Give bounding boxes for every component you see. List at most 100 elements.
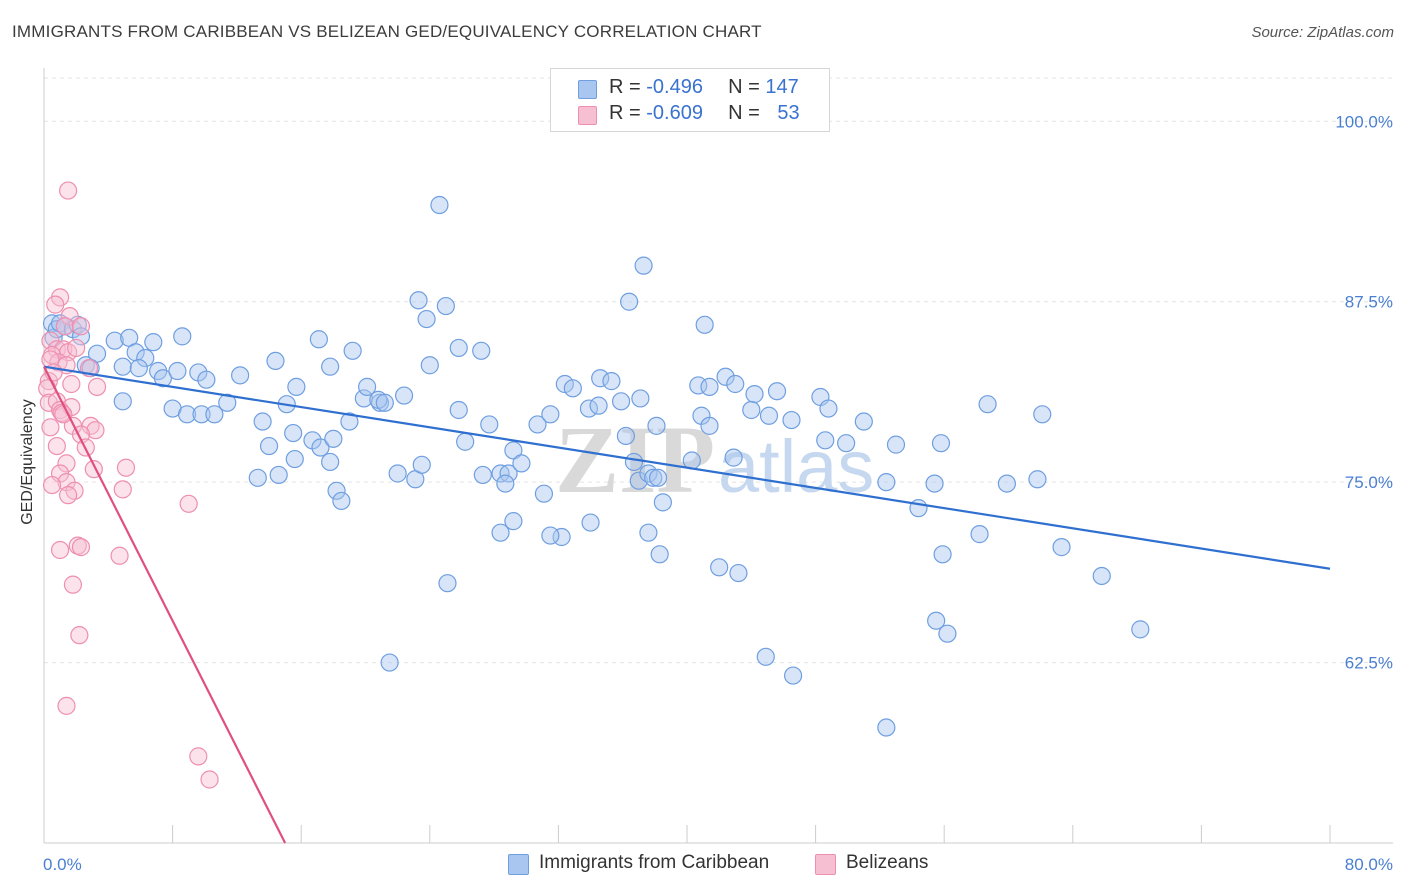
data-point-caribbean [71, 327, 91, 346]
data-point-caribbean [978, 395, 997, 414]
data-point-caribbean [438, 574, 457, 593]
data-point-caribbean [417, 309, 436, 329]
data-point-caribbean [695, 315, 714, 334]
data-point-belizean [42, 475, 62, 495]
data-point-caribbean [647, 416, 666, 435]
data-point-belizean [116, 458, 136, 477]
data-point-caribbean [388, 464, 407, 483]
data-point-caribbean [1052, 538, 1071, 557]
data-point-caribbean [173, 327, 192, 346]
data-point-caribbean [534, 484, 554, 503]
data-point-caribbean [639, 523, 658, 542]
data-point-caribbean [192, 405, 211, 424]
data-point-caribbean [370, 393, 390, 412]
belizean-swatch [815, 854, 836, 875]
data-point-caribbean [745, 385, 764, 404]
data-point-caribbean [420, 356, 439, 375]
data-point-belizean [67, 338, 86, 358]
data-point-caribbean [700, 416, 719, 435]
data-point-caribbean [456, 432, 475, 451]
data-point-caribbean [449, 400, 468, 420]
data-point-caribbean [248, 468, 267, 487]
r-label: R = [609, 76, 647, 98]
data-point-caribbean [321, 452, 340, 472]
data-point-caribbean [197, 370, 216, 389]
data-point-caribbean [616, 426, 636, 446]
data-point-belizean [87, 377, 107, 396]
data-point-caribbean [358, 377, 377, 396]
data-point-caribbean [412, 455, 431, 474]
n-value: 53 [777, 102, 800, 124]
data-point-caribbean [153, 369, 173, 388]
data-point-caribbean [269, 465, 288, 485]
data-point-belizean [55, 317, 74, 336]
data-point-caribbean [528, 415, 547, 434]
data-point-caribbean [710, 558, 729, 577]
n-label: N = [728, 102, 766, 124]
data-point-belizean [47, 436, 66, 456]
data-point-belizean [59, 486, 78, 505]
data-point-caribbean [1028, 470, 1047, 489]
caribbean-swatch [508, 854, 529, 875]
data-point-caribbean [496, 474, 515, 493]
data-point-caribbean [756, 647, 775, 666]
data-point-caribbean [284, 423, 303, 443]
data-point-caribbean [343, 341, 362, 360]
trend-lines [43, 365, 1331, 844]
data-point-caribbean [611, 392, 631, 411]
data-point-caribbean [266, 351, 285, 371]
data-point-caribbean [931, 434, 951, 453]
data-point-caribbean [541, 526, 560, 545]
data-point-caribbean [473, 465, 492, 485]
data-point-belizean [50, 540, 70, 560]
data-point-caribbean [644, 468, 663, 487]
data-point-caribbean [480, 415, 499, 434]
data-point-belizean [71, 538, 91, 557]
data-point-caribbean [759, 406, 779, 425]
r-value: -0.609 [646, 102, 703, 124]
data-point-caribbean [309, 330, 328, 349]
data-point-belizean [59, 181, 78, 200]
n-label: N = [728, 76, 766, 98]
data-point-caribbean [512, 454, 531, 473]
data-point-caribbean [837, 434, 856, 453]
data-point-caribbean [742, 400, 761, 420]
data-point-caribbean [287, 377, 306, 396]
data-point-caribbean [105, 331, 124, 350]
data-point-belizean [60, 307, 79, 326]
data-point-caribbean [650, 545, 669, 564]
data-point-caribbean [311, 438, 330, 457]
data-point-caribbean [430, 195, 449, 215]
caribbean-points [42, 195, 1150, 737]
data-point-caribbean [629, 471, 648, 490]
data-point-belizean [70, 626, 89, 645]
data-point-belizean [62, 374, 81, 394]
data-point-caribbean [648, 468, 668, 487]
data-point-belizean [71, 317, 91, 336]
data-point-caribbean [327, 481, 346, 500]
data-point-caribbean [168, 361, 187, 381]
stats-row-belizean: R = -0.609 N = 53 [551, 102, 829, 126]
data-point-caribbean [700, 377, 719, 396]
y-tick-label: 100.0% [1335, 112, 1393, 131]
data-point-caribbean [620, 292, 639, 311]
trend-line-belizean [43, 366, 287, 844]
data-point-caribbean [970, 525, 989, 544]
data-point-caribbean [653, 493, 672, 512]
data-point-caribbean [938, 624, 957, 643]
data-point-belizean [47, 340, 66, 359]
data-point-caribbean [113, 392, 132, 411]
legend-label: Immigrants from Caribbean [539, 852, 770, 873]
data-point-caribbean [729, 563, 748, 583]
y-tick-label: 75.0% [1345, 473, 1393, 492]
belizean-swatch [578, 106, 597, 125]
data-point-belizean [46, 295, 65, 314]
data-point-caribbean [332, 491, 351, 511]
data-point-caribbean [724, 448, 743, 467]
data-point-caribbean [449, 338, 468, 358]
data-point-caribbean [113, 357, 132, 376]
data-point-caribbean [136, 348, 155, 368]
data-point-caribbean [1033, 405, 1052, 424]
data-point-caribbean [129, 359, 148, 378]
